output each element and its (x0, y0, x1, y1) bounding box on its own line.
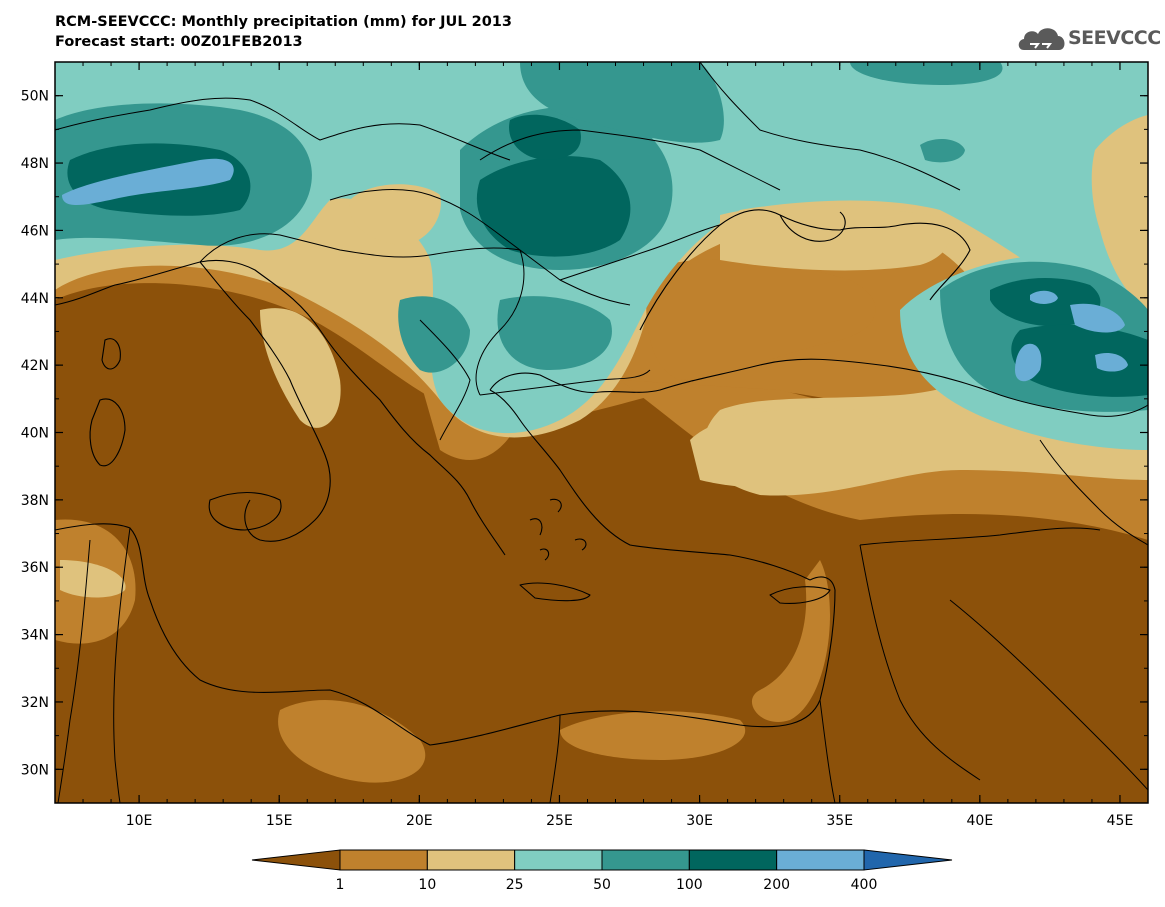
colorbar-label: 200 (763, 877, 790, 893)
coastline-black-sea-north (639, 209, 971, 331)
lon-tick-label: 10E (126, 813, 153, 829)
colorbar-under-triangle (251, 849, 341, 871)
colorbar-label: 25 (506, 877, 524, 893)
border-alps-north (55, 97, 511, 161)
lon-tick-label: 40E (967, 813, 994, 829)
lon-tick-label: 45E (1107, 813, 1134, 829)
border-turkey-syria (859, 527, 1101, 546)
coastline-aegean-islands (529, 498, 587, 561)
precip-class-200-400-carpathians (476, 156, 631, 257)
border-turkey-georgia (999, 394, 1148, 417)
precip-class-10-25-egypt (560, 711, 746, 760)
coastline-sardinia (89, 398, 126, 467)
border-algeria-tunisia (57, 539, 91, 803)
precip-class-25-50-turkey (690, 408, 902, 490)
lat-tick-label: 36N (21, 560, 49, 576)
colorbar-box (339, 849, 428, 871)
lat-tick-label: 46N (21, 223, 49, 239)
border-syria-jordan (859, 544, 981, 781)
border-hungary (329, 189, 631, 306)
precip-class-400-caucasus-4 (1095, 353, 1128, 372)
lat-tick-label: 30N (21, 762, 49, 778)
colorbar-label: 100 (676, 877, 703, 893)
precip-class-100-200-russia-spot (920, 138, 965, 163)
coastline-corsica (101, 338, 121, 370)
lat-tick-label: 40N (21, 426, 49, 442)
border-ukraine-west (479, 129, 781, 191)
precip-class-200-400-tatra (509, 114, 581, 160)
header: RCM-SEEVCCC: Monthly precipitation (mm) … (55, 12, 955, 52)
longitude-axis: 10E 15E 20E 25E 30E 35E 40E 45E (54, 62, 1149, 829)
precip-class-25-50-tunisia (60, 560, 126, 598)
precip-class-100-200-belarus (850, 62, 1003, 85)
coastline-crimea (779, 211, 846, 242)
precip-class-25-50-russia (1091, 115, 1148, 310)
colorbar-label: 400 (851, 877, 878, 893)
precipitation-field (55, 62, 1148, 803)
map-title: RCM-SEEVCCC: Monthly precipitation (mm) … (55, 14, 512, 30)
lat-tick-label: 42N (21, 358, 49, 374)
precip-class-25-50-italy (260, 308, 341, 428)
border-turkey-iran (1039, 439, 1148, 546)
lon-tick-label: 35E (826, 813, 853, 829)
coastline-north-africa (55, 523, 821, 746)
border-serbia (475, 249, 525, 396)
precip-class-100-200-serbia (497, 296, 612, 370)
border-ukraine-north (699, 62, 961, 191)
border-tunisia-libya (113, 527, 131, 803)
country-borders (55, 62, 1148, 803)
border-bosnia (419, 319, 471, 441)
coastline-levant (809, 576, 836, 701)
lon-tick-label: 25E (546, 813, 573, 829)
lat-tick-label: 50N (21, 89, 49, 105)
precip-class-400-caucasus-1 (1030, 290, 1058, 304)
coastline-cyprus (769, 586, 831, 604)
precip-class-400-alps (62, 158, 234, 205)
coastline-crete (519, 582, 591, 602)
colorbar-label: 10 (418, 877, 436, 893)
colorbar-label: 50 (593, 877, 611, 893)
precip-class-25-50-hungary (349, 184, 441, 245)
lon-tick-label: 20E (406, 813, 433, 829)
lat-tick-label: 32N (21, 695, 49, 711)
precip-class-400-caucasus-3 (1015, 343, 1042, 382)
coastline-italy-west (199, 261, 331, 542)
lat-tick-label: 48N (21, 156, 49, 172)
lon-tick-label: 15E (266, 813, 293, 829)
coastline-sicily (208, 492, 282, 531)
border-iraq-saudi (949, 599, 1148, 791)
logo-text: SEEVCCC (1068, 27, 1161, 49)
colorbar-box (601, 849, 690, 871)
precip-class-100-200-poland (520, 62, 724, 143)
colorbar-box (776, 849, 865, 871)
border-romania (559, 224, 721, 281)
precip-class-10-25-anatolia-interior (646, 259, 876, 380)
map-subtitle: Forecast start: 00Z01FEB2013 (55, 34, 303, 50)
lat-tick-label: 44N (21, 291, 49, 307)
colorbar-box (514, 849, 603, 871)
lat-tick-label: 38N (21, 493, 49, 509)
colorbar-over-triangle (863, 849, 953, 871)
precip-class-10-25-libya (278, 700, 426, 783)
colorbar-label: 1 (336, 877, 345, 893)
colorbar-box (688, 849, 778, 871)
seevccc-logo: SEEVCCC (1016, 22, 1161, 56)
cloud-logo-icon (1018, 28, 1065, 50)
precip-class-400-caucasus-2 (1070, 303, 1125, 333)
coastline-turkey-south (489, 389, 811, 581)
lat-tick-label: 34N (21, 628, 49, 644)
border-egypt-israel (819, 699, 836, 803)
colorbar: 1 10 25 50 100 200 400 (251, 849, 953, 893)
border-alps-south (199, 233, 521, 263)
latitude-axis: 30N 32N 34N 36N 38N 40N 42N 44N 46N 48N 50N (21, 61, 1148, 804)
lon-tick-label: 30E (686, 813, 713, 829)
precip-class-200-400-caucasus-east (1011, 324, 1148, 397)
coastline-black-sea-south (489, 358, 1001, 396)
coastline-italy-adriatic (55, 259, 506, 556)
colorbar-box (426, 849, 516, 871)
border-bulgaria-greece (479, 369, 651, 396)
border-libya-egypt (549, 714, 561, 803)
coastlines (55, 209, 1001, 746)
